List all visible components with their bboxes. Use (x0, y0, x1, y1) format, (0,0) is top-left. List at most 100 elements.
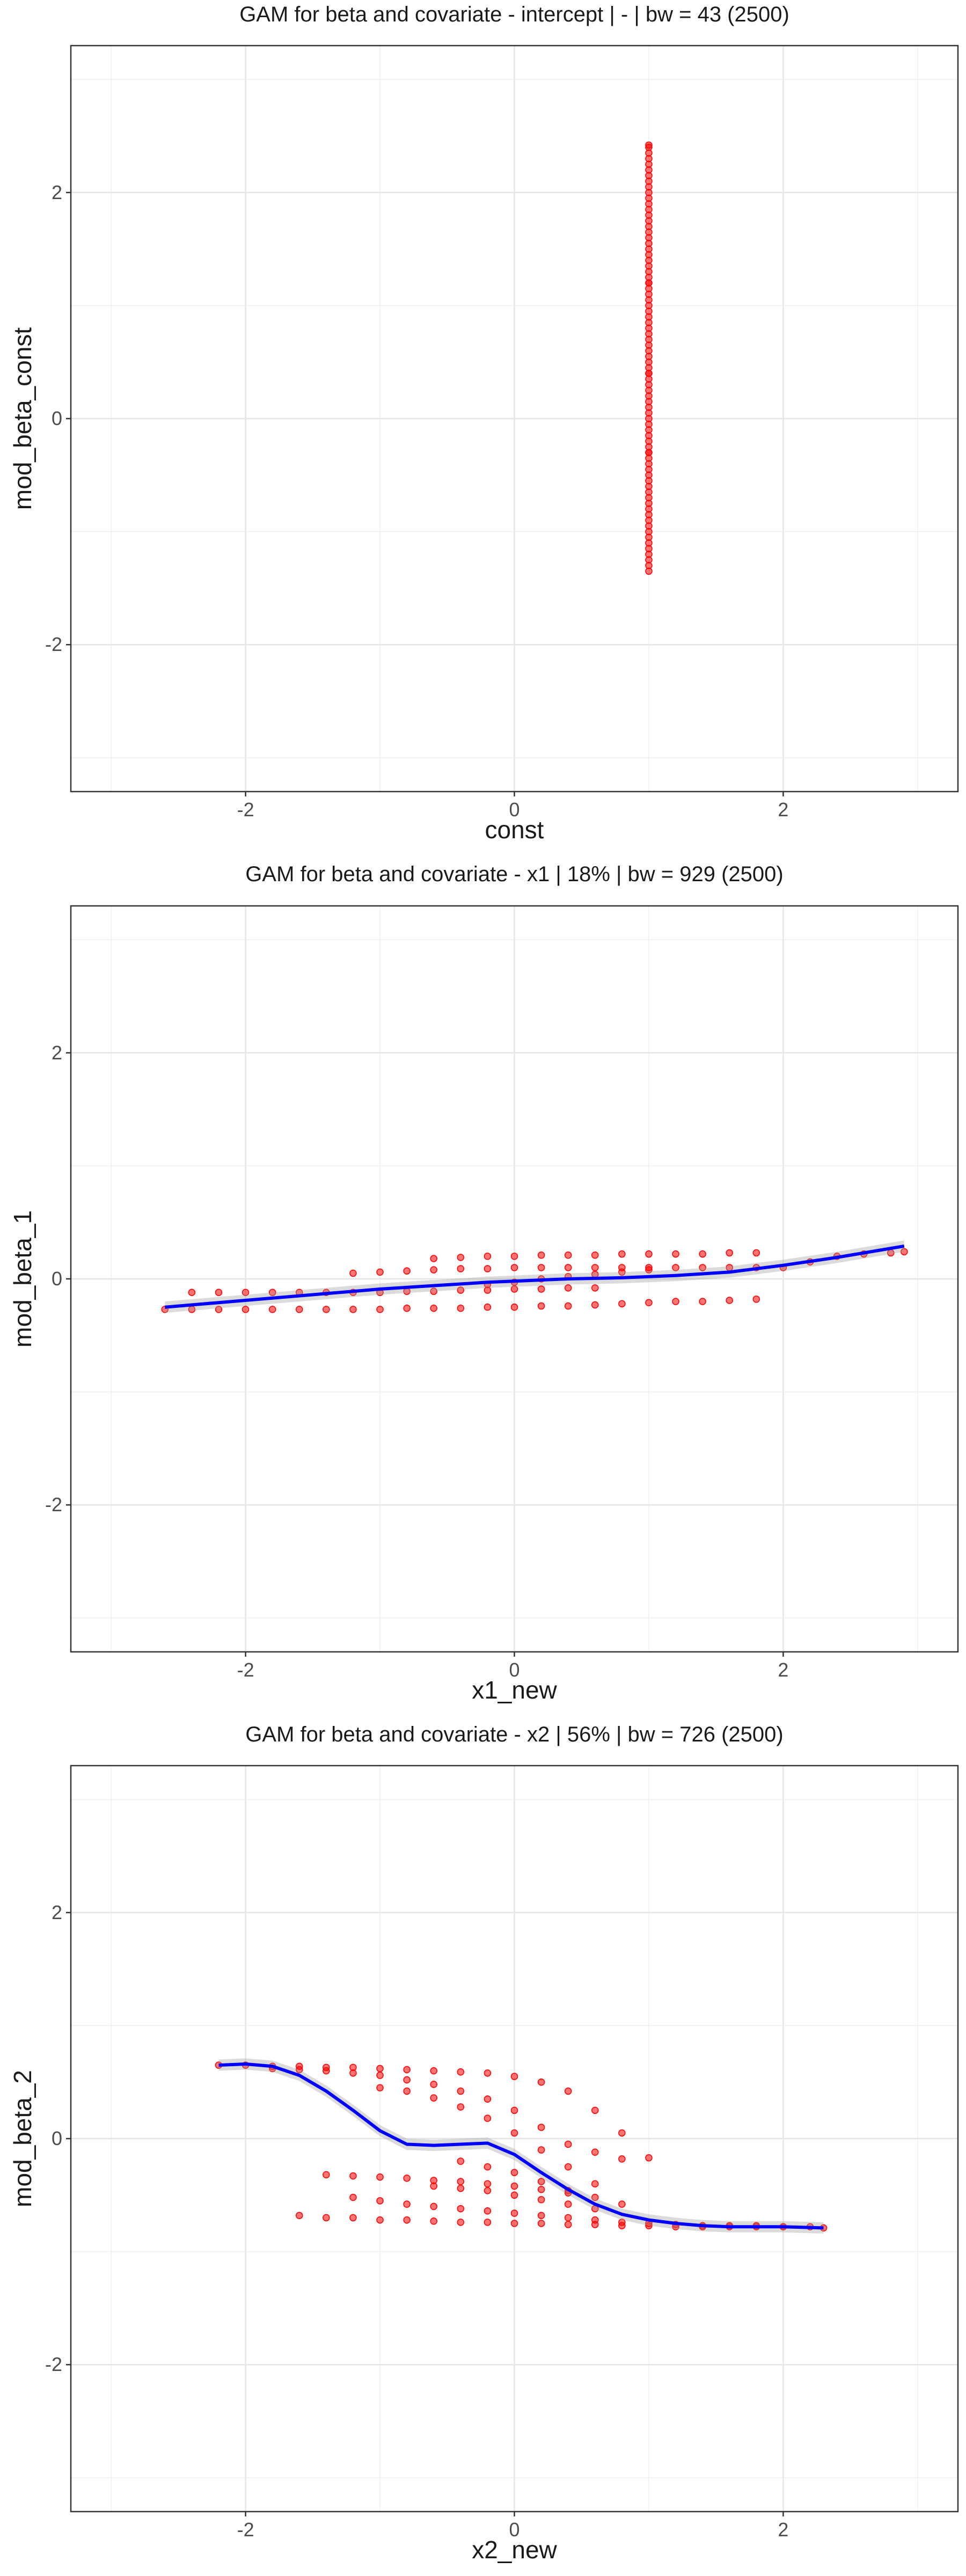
data-point (430, 1287, 437, 1295)
data-point (510, 2073, 518, 2080)
x-tick-label: 2 (778, 1659, 788, 1681)
data-point (457, 2157, 465, 2165)
data-point (645, 1250, 653, 1258)
data-point (537, 2220, 545, 2227)
x-tick-label: -2 (237, 2519, 254, 2541)
data-point (484, 2219, 492, 2226)
data-point (215, 1289, 223, 1297)
data-point (672, 1250, 679, 1258)
data-point (484, 1265, 492, 1272)
data-point (645, 2222, 653, 2229)
data-point (510, 1253, 518, 1260)
data-point (591, 2148, 599, 2156)
data-point (403, 2087, 411, 2095)
data-point (564, 1264, 572, 1271)
data-point (564, 1302, 572, 1310)
y-tick-label: 2 (52, 1042, 62, 1064)
data-point (484, 1253, 492, 1260)
y-tick-label: 0 (52, 2127, 62, 2149)
data-point (510, 2129, 518, 2137)
data-point (349, 1269, 357, 1277)
grid-lines (71, 906, 958, 1652)
data-point (403, 2200, 411, 2208)
data-point (376, 2084, 384, 2091)
data-point (510, 1303, 518, 1311)
data-point (403, 1305, 411, 1312)
data-point (323, 2067, 330, 2075)
data-point (591, 2193, 599, 2201)
data-point (484, 2163, 492, 2171)
data-point (430, 2094, 437, 2102)
data-point (537, 2178, 545, 2185)
data-point (457, 2184, 465, 2192)
data-point (564, 1252, 572, 1259)
data-point (537, 2124, 545, 2131)
data-point (645, 2154, 653, 2162)
y-axis-label: mod_beta_const (9, 327, 36, 510)
data-point (537, 1302, 545, 1310)
chart-panel-3: -2 0 2 -2 0 2 GAM for beta and covariate - x2 … (9, 1723, 959, 2564)
data-point (510, 2209, 518, 2217)
data-point (376, 1268, 384, 1276)
data-point (591, 1252, 599, 1259)
x-tick-label: 0 (509, 799, 519, 821)
data-point (241, 1289, 250, 1297)
x-tick-label: 2 (778, 799, 788, 821)
data-point (510, 1264, 518, 1271)
data-point (537, 2212, 545, 2219)
data-point (537, 2078, 545, 2086)
data-point (537, 1252, 545, 1259)
data-point (537, 2186, 545, 2193)
data-point (510, 2106, 518, 2114)
smooth-fit-line (218, 2062, 824, 2230)
data-point (564, 1284, 572, 1292)
grid-lines (71, 1766, 958, 2512)
y-tick-label: 2 (52, 1901, 62, 1923)
data-point (349, 2172, 357, 2180)
data-point (484, 2095, 492, 2103)
data-point (591, 2180, 599, 2187)
data-point (618, 1300, 626, 1308)
y-tick-label: -2 (45, 1494, 62, 1516)
data-point (484, 2207, 492, 2215)
data-point (645, 1299, 653, 1306)
x-tick-label: -2 (237, 799, 254, 821)
data-point (349, 2214, 357, 2222)
data-point (752, 1296, 760, 1303)
data-point (537, 1264, 545, 1271)
data-point (645, 370, 653, 377)
data-point (510, 2220, 518, 2227)
data-point (403, 2066, 411, 2074)
data-point (215, 1306, 223, 1313)
chart-title: GAM for beta and covariate - x2 | 56% | … (245, 1723, 783, 1746)
data-point (510, 2169, 518, 2176)
data-point (430, 2202, 437, 2211)
data-point (484, 2114, 492, 2122)
y-tick-label: -2 (45, 2353, 62, 2375)
data-point (618, 1268, 626, 1276)
data-point (591, 1264, 599, 1271)
data-point (752, 1249, 760, 1257)
data-point (403, 2076, 411, 2084)
data-point (430, 1266, 437, 1274)
data-point (188, 1289, 196, 1297)
chart-title: GAM for beta and covariate - intercept |… (239, 3, 789, 26)
grid-lines (71, 46, 958, 792)
data-point (672, 1298, 679, 1305)
y-tick-label: 0 (52, 1268, 62, 1290)
x-tick-label: -2 (237, 1659, 254, 1681)
data-point (457, 2068, 465, 2076)
y-axis-label: mod_beta_2 (9, 2070, 36, 2207)
data-point (403, 2174, 411, 2182)
data-point (241, 1306, 250, 1313)
data-point (376, 2216, 384, 2224)
data-point (564, 2140, 572, 2148)
chart-title: GAM for beta and covariate - x1 | 18% | … (245, 862, 783, 886)
x-tick-label: 2 (778, 2519, 788, 2541)
data-point (484, 2187, 492, 2194)
data-point (591, 2106, 599, 2114)
data-point (376, 2072, 384, 2079)
data-point (403, 2216, 411, 2224)
data-point (457, 2103, 465, 2111)
